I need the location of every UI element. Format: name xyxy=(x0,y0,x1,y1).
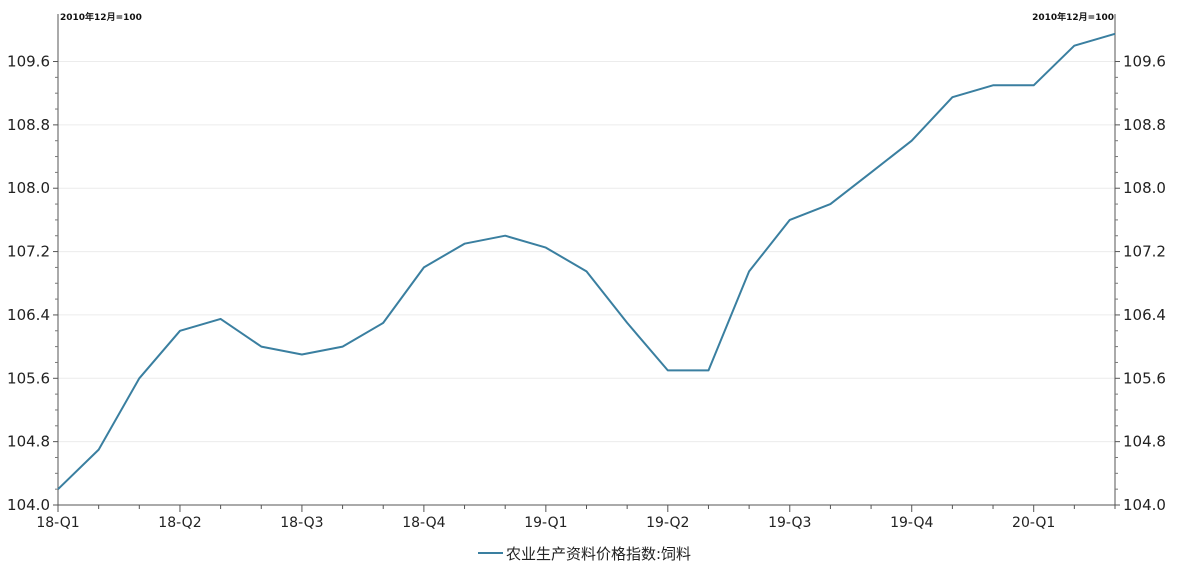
y-tick-label-left-5: 108.0 xyxy=(7,179,50,197)
y-tick-label-left-2: 105.6 xyxy=(7,369,50,387)
y-tick-label-right-1: 104.8 xyxy=(1123,433,1166,451)
y-tick-label-left-4: 107.2 xyxy=(7,243,50,261)
y-tick-label-right-2: 105.6 xyxy=(1123,369,1166,387)
unit-label-right: 2010年12月=100 xyxy=(1032,11,1114,23)
y-tick-label-right-6: 108.8 xyxy=(1123,116,1166,134)
gridlines xyxy=(58,61,1115,443)
y-tick-label-right-4: 107.2 xyxy=(1123,243,1166,261)
axes xyxy=(57,14,1116,506)
legend-label: 农业生产资料价格指数:饲料 xyxy=(506,545,691,563)
series-group xyxy=(57,32,1116,490)
y-tick-label-right-3: 106.4 xyxy=(1123,306,1166,324)
x-tick-labels: 18-Q1 18-Q2 18-Q3 18-Q4 19-Q1 19-Q2 19-Q3 19-Q4… xyxy=(36,515,1055,531)
x-tick-label-7: 19-Q4 xyxy=(890,515,933,531)
x-tick-label-8: 20-Q1 xyxy=(1012,515,1055,531)
y-tick-label-left-6: 108.8 xyxy=(7,116,50,134)
y-tick-label-right-5: 108.0 xyxy=(1123,179,1166,197)
x-tick-label-0: 18-Q1 xyxy=(36,515,79,531)
y-tick-label-left-3: 106.4 xyxy=(7,306,50,324)
y-tick-label-left-7: 109.6 xyxy=(7,53,50,71)
y-tick-label-right-0: 104.0 xyxy=(1123,496,1166,514)
y-tick-label-left-1: 104.8 xyxy=(7,433,50,451)
x-tick-label-3: 18-Q4 xyxy=(402,515,445,531)
x-tick-label-5: 19-Q2 xyxy=(646,515,689,531)
y-tick-labels-left: 104.0 104.8 105.6 106.4 107.2 108.0 108.8 109.6 xyxy=(7,53,50,514)
y-tick-label-right-7: 109.6 xyxy=(1123,53,1166,71)
x-tick-label-1: 18-Q2 xyxy=(158,515,201,531)
series-line-feed-price-index xyxy=(57,32,1116,490)
tick-marks xyxy=(53,61,1120,512)
unit-label-left: 2010年12月=100 xyxy=(60,11,142,23)
x-tick-label-2: 18-Q3 xyxy=(280,515,323,531)
y-tick-label-left-0: 104.0 xyxy=(7,496,50,514)
legend: 农业生产资料价格指数:饲料 xyxy=(478,545,691,563)
y-tick-labels-right: 104.0 104.8 105.6 106.4 107.2 108.0 108.8 109.6 xyxy=(1123,53,1166,514)
x-tick-label-6: 19-Q3 xyxy=(768,515,811,531)
x-tick-label-4: 19-Q1 xyxy=(524,515,567,531)
